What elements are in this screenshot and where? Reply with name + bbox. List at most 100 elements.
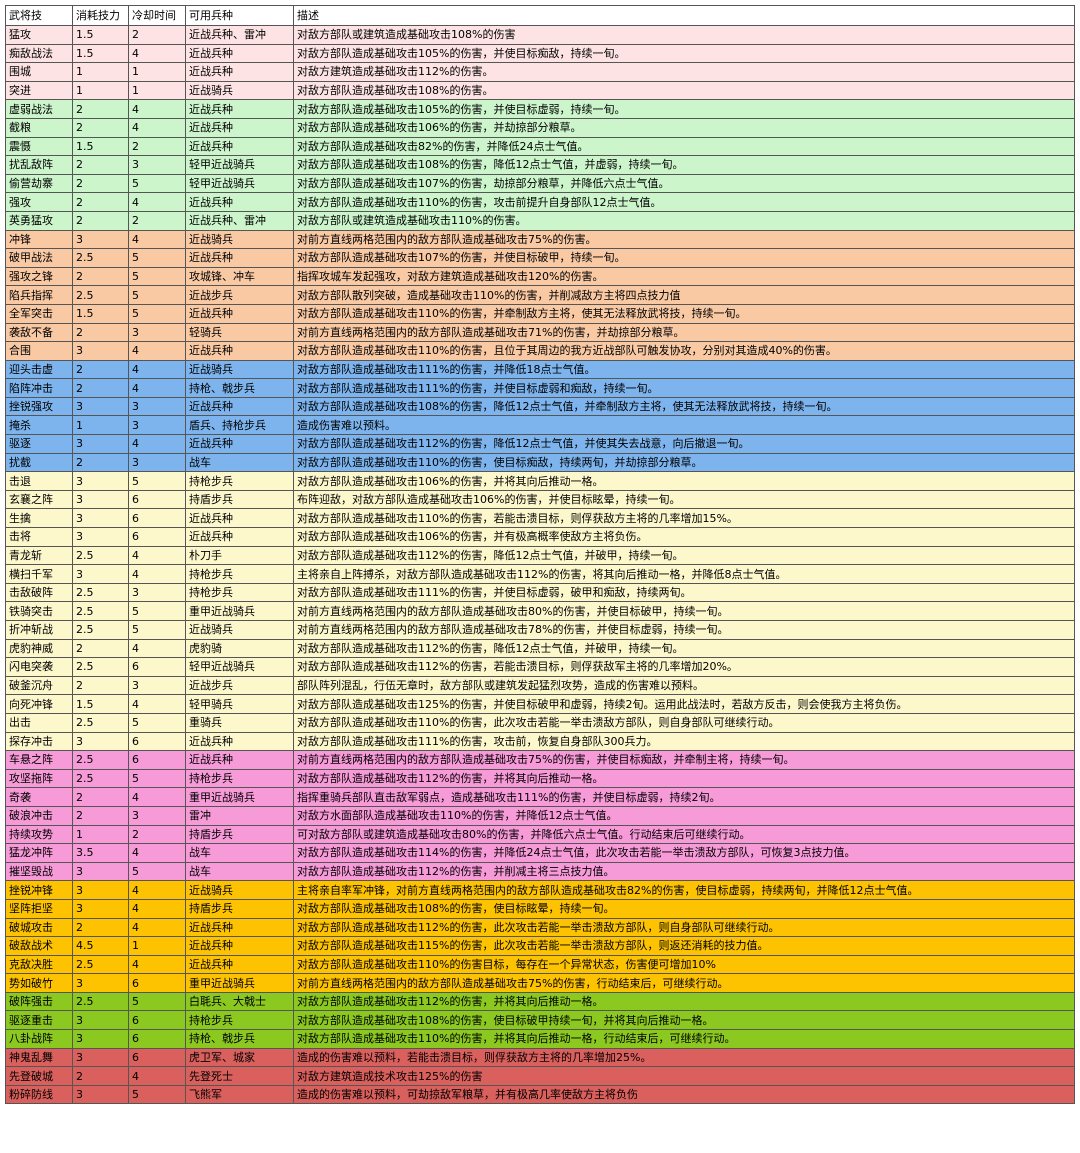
cell: 3: [72, 861, 129, 882]
cell: 2: [72, 173, 129, 194]
cell: 近战兵种: [185, 936, 294, 956]
cell: 4: [128, 787, 186, 807]
cell: 2: [72, 452, 129, 473]
skill-row: 八卦战阵 3 6 持枪、戟步兵 对敌方部队造成基础攻击110%的伤害，并将其向后推动一格…: [5, 1029, 1075, 1049]
skill-row: 先登破城 2 4 先登死士 对敌方建筑造成技术攻击125%的伤害: [5, 1066, 1075, 1086]
skill-row: 横扫千军 3 4 持枪步兵 主将亲自上阵搏杀，对敌方部队造成基础攻击112%的伤害，将其…: [5, 564, 1075, 584]
cell: 扰乱敌阵: [5, 155, 73, 175]
cell: 3.5: [72, 843, 129, 863]
cell: 2.5: [72, 248, 129, 268]
skill-row: 破阵强击 2.5 5 白毦兵、大戟士 对敌方部队造成基础攻击112%的伤害，并将其向后推…: [5, 991, 1075, 1012]
cell: 英勇猛攻: [5, 210, 73, 231]
cell: 3: [128, 415, 186, 436]
cell: 坚阵拒坚: [5, 898, 73, 919]
cell: 轻甲近战骑兵: [185, 173, 294, 194]
cell: 造成的伤害难以预料，可劫掠敌军粮草，并有极高几率使敌方主将负伤: [293, 1084, 1075, 1105]
cell: 4: [128, 378, 186, 398]
cell: 主将亲自上阵搏杀，对敌方部队造成基础攻击112%的伤害，将其向后推动一格，并降低…: [293, 564, 1075, 584]
skill-row: 摧坚毁战 3 5 战车 对敌方部队造成基础攻击112%的伤害，并削减主将三点技力值。: [5, 861, 1075, 882]
cell: 盾兵、持枪步兵: [185, 415, 294, 436]
cell: 近战兵种: [185, 117, 294, 138]
cell: 破敌战术: [5, 936, 73, 956]
cell: 对敌方部队造成基础攻击111%的伤害，并使目标虚弱和痴敌，持续一旬。: [293, 378, 1075, 398]
cell: 3: [128, 805, 186, 826]
cell: 4: [128, 99, 186, 119]
skill-row: 攻坚拖阵 2.5 5 持枪步兵 对敌方部队造成基础攻击112%的伤害，并将其向后推动一格…: [5, 768, 1075, 789]
cell: 2: [128, 25, 186, 45]
cell: 掩杀: [5, 415, 73, 436]
cell: 近战兵种: [185, 43, 294, 64]
cell: 对敌方部队造成基础攻击107%的伤害，并使目标破甲，持续一旬。: [293, 248, 1075, 268]
cell: 轻甲骑兵: [185, 694, 294, 714]
cell: 对敌方部队造成基础攻击105%的伤害，并使目标痴敌，持续一旬。: [293, 43, 1075, 64]
cell: 6: [128, 973, 186, 993]
cell: 3: [128, 155, 186, 175]
cell: 破浪冲击: [5, 805, 73, 826]
cell: 对敌方部队造成基础攻击106%的伤害，并劫掠部分粮草。: [293, 117, 1075, 138]
cell: 对敌方部队散列突破，造成基础攻击110%的伤害，并削减敌方主将四点技力值: [293, 285, 1075, 305]
cell: 轻甲近战骑兵: [185, 155, 294, 175]
cell: 2.5: [72, 657, 129, 677]
cell: 折冲斩战: [5, 620, 73, 640]
cell: 闪电突袭: [5, 657, 73, 677]
cell: 2.5: [72, 712, 129, 733]
cell: 6: [128, 657, 186, 677]
cell: 对敌方部队或建筑造成基础攻击110%的伤害。: [293, 210, 1075, 231]
cell: 2: [72, 787, 129, 807]
cell: 对敌方部队造成基础攻击115%的伤害，此次攻击若能一举击溃敌方部队，则返还消耗的…: [293, 936, 1075, 956]
cell: 向死冲锋: [5, 694, 73, 714]
cell: 4: [128, 638, 186, 659]
cell: 对敌方部队造成基础攻击108%的伤害，使目标眩晕，持续一旬。: [293, 898, 1075, 919]
cell: 横扫千军: [5, 564, 73, 584]
cell: 摧坚毁战: [5, 861, 73, 882]
cell: 3: [72, 1084, 129, 1105]
cell: 对敌方部队造成基础攻击112%的伤害，降低12点士气值，并破甲，持续一旬。: [293, 638, 1075, 659]
cell: 近战兵种: [185, 508, 294, 529]
skill-row: 截粮 2 4 近战兵种 对敌方部队造成基础攻击106%的伤害，并劫掠部分粮草。: [5, 117, 1075, 138]
cell: 4: [128, 694, 186, 714]
skill-table: 武将技 消耗技力 冷却时间 可用兵种 描述 猛攻 1.5 2 近战兵种、雷冲 对敌方部队或建筑造…: [5, 5, 1075, 1105]
cell: 3: [72, 396, 129, 417]
cell: 6: [128, 489, 186, 510]
cell: 6: [128, 1010, 186, 1031]
cell: 3: [72, 1047, 129, 1068]
cell: 2: [72, 210, 129, 231]
cell: 6: [128, 1029, 186, 1049]
cell: 对敌方建筑造成技术攻击125%的伤害: [293, 1066, 1075, 1086]
skill-row: 英勇猛攻 2 2 近战兵种、雷冲 对敌方部队或建筑造成基础攻击110%的伤害。: [5, 210, 1075, 231]
cell: 虎卫军、城家: [185, 1047, 294, 1068]
cell: 4: [128, 545, 186, 566]
cell: 5: [128, 173, 186, 194]
cell: 2: [72, 378, 129, 398]
skill-row: 破城攻击 2 4 近战兵种 对敌方部队造成基础攻击112%的伤害，此次攻击若能一举击溃敌…: [5, 917, 1075, 938]
cell: 4: [128, 1066, 186, 1086]
cell: 近战兵种: [185, 341, 294, 361]
skill-row: 生擒 3 6 近战兵种 对敌方部队造成基础攻击110%的伤害，若能击溃目标，则俘获敌方主…: [5, 508, 1075, 529]
cell: 驱逐重击: [5, 1010, 73, 1031]
cell: 粉碎防线: [5, 1084, 73, 1105]
cell: 对前方直线两格范围内的敌方部队造成基础攻击78%的伤害，并使目标虚弱，持续一旬。: [293, 620, 1075, 640]
cell: 3: [128, 582, 186, 603]
cell: 驱逐: [5, 434, 73, 454]
skill-row: 掩杀 1 3 盾兵、持枪步兵 造成伤害难以预料。: [5, 415, 1075, 436]
skill-row: 粉碎防线 3 5 飞熊军 造成的伤害难以预料，可劫掠敌军粮草，并有极高几率使敌方主将负伤: [5, 1084, 1075, 1105]
skill-row: 坚阵拒坚 3 4 持盾步兵 对敌方部队造成基础攻击108%的伤害，使目标眩晕，持续一旬。: [5, 898, 1075, 919]
cell: 持枪、戟步兵: [185, 1029, 294, 1049]
cell: 对敌方部队造成基础攻击111%的伤害，攻击前，恢复自身部队300兵力。: [293, 731, 1075, 752]
cell: 对敌方部队造成基础攻击105%的伤害，并使目标虚弱，持续一旬。: [293, 99, 1075, 119]
cell: 2: [128, 824, 186, 845]
cell: 朴刀手: [185, 545, 294, 566]
cell: 偷营劫寨: [5, 173, 73, 194]
cell: 击敌破阵: [5, 582, 73, 603]
skill-row: 向死冲锋 1.5 4 轻甲骑兵 对敌方部队造成基础攻击125%的伤害，并使目标破甲和虚弱…: [5, 694, 1075, 714]
cell: 对敌方部队造成基础攻击112%的伤害，此次攻击若能一举击溃敌方部队，则自身部队可…: [293, 917, 1075, 938]
cell: 对敌方部队或建筑造成基础攻击108%的伤害: [293, 25, 1075, 45]
skill-row: 击将 3 6 近战兵种 对敌方部队造成基础攻击106%的伤害，并有极高概率使敌方主将负伤…: [5, 527, 1075, 547]
cell: 探存冲击: [5, 731, 73, 752]
skill-row: 破釜沉舟 2 3 近战步兵 部队阵列混乱，行伍无章时，敌方部队或建筑发起猛烈攻势，造成的…: [5, 675, 1075, 696]
cell: 3: [72, 880, 129, 900]
skill-row: 陷阵冲击 2 4 持枪、戟步兵 对敌方部队造成基础攻击111%的伤害，并使目标虚弱和痴敌…: [5, 378, 1075, 398]
skill-row: 偷营劫寨 2 5 轻甲近战骑兵 对敌方部队造成基础攻击107%的伤害，劫掠部分粮草，并降…: [5, 173, 1075, 194]
cell: 袭敌不备: [5, 322, 73, 343]
cell: 5: [128, 991, 186, 1012]
